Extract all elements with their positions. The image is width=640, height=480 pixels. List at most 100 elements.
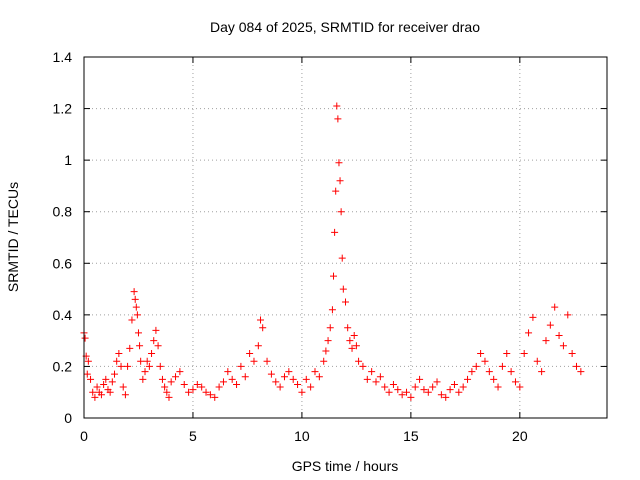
data-point [346,337,354,345]
data-point [189,386,197,394]
data-point [224,368,232,376]
data-point [136,342,144,350]
data-point [141,368,149,376]
data-point [108,378,116,386]
data-point [429,383,437,391]
data-point [503,350,511,358]
data-points [80,102,585,401]
data-point [161,383,169,391]
data-point [416,375,424,383]
data-point [139,375,147,383]
data-point [126,344,134,352]
data-point [516,383,524,391]
data-point [332,187,340,195]
data-point [102,375,110,383]
data-point [337,208,345,216]
data-point [511,378,519,386]
x-tick-label: 15 [403,428,419,444]
data-point [350,331,358,339]
data-point [119,383,127,391]
y-tick-label: 0.8 [53,204,73,220]
data-point [450,380,458,388]
data-point [165,393,173,401]
data-point [334,115,342,123]
data-point [330,272,338,280]
data-point [407,393,415,401]
data-point [459,383,467,391]
data-point [385,388,393,396]
data-point [219,378,227,386]
data-point [520,350,528,358]
x-tick-label: 20 [512,428,528,444]
data-point [363,375,371,383]
data-point [525,329,533,337]
data-point [97,391,105,399]
data-point [322,347,330,355]
data-point [564,311,572,319]
data-point [259,324,267,332]
data-point [420,386,428,394]
data-point [481,357,489,365]
data-point [280,373,288,381]
data-point [542,337,550,345]
data-point [148,350,156,358]
data-point [206,391,214,399]
data-point [342,298,349,306]
data-point [577,368,585,376]
data-point [176,368,184,376]
data-point [339,285,347,293]
x-tick-label: 0 [80,428,88,444]
y-tick-label: 0.4 [53,307,73,323]
data-point [263,357,271,365]
data-point [167,378,175,386]
data-point [133,311,141,319]
y-tick-label: 1 [64,152,72,168]
data-point [121,391,129,399]
data-point [336,177,344,185]
data-point [315,373,323,381]
data-point [154,342,162,350]
data-point [111,370,119,378]
data-point [442,393,450,401]
data-point [376,373,384,381]
data-point [533,357,541,365]
data-point [91,393,99,401]
data-point [254,342,262,350]
data-point [403,388,411,396]
data-point [372,378,380,386]
data-point [381,383,389,391]
data-point [529,313,537,321]
data-point [302,375,310,383]
data-point [485,368,493,376]
data-point [267,370,275,378]
data-point [202,388,210,396]
data-point [156,362,164,370]
data-point [335,159,343,167]
y-tick-label: 0.6 [53,255,73,271]
data-point [289,375,297,383]
data-point [115,350,123,358]
data-point [477,350,485,358]
data-point [490,375,498,383]
data-point [331,228,339,236]
data-point [172,373,180,381]
data-point [93,383,101,391]
data-point [433,378,441,386]
data-point [338,254,346,262]
data-point [424,388,432,396]
data-point [307,383,315,391]
data-point [285,368,293,376]
data-point [352,342,360,350]
data-point [294,380,302,388]
data-point [311,368,319,376]
data-point [158,375,166,383]
data-point [333,102,341,110]
data-point [472,362,480,370]
y-axis-label: SRMTID / TECUs [5,182,21,292]
data-point [328,306,336,314]
data-point [211,393,219,401]
data-point [498,362,506,370]
data-point [180,380,188,388]
data-point [344,324,352,332]
